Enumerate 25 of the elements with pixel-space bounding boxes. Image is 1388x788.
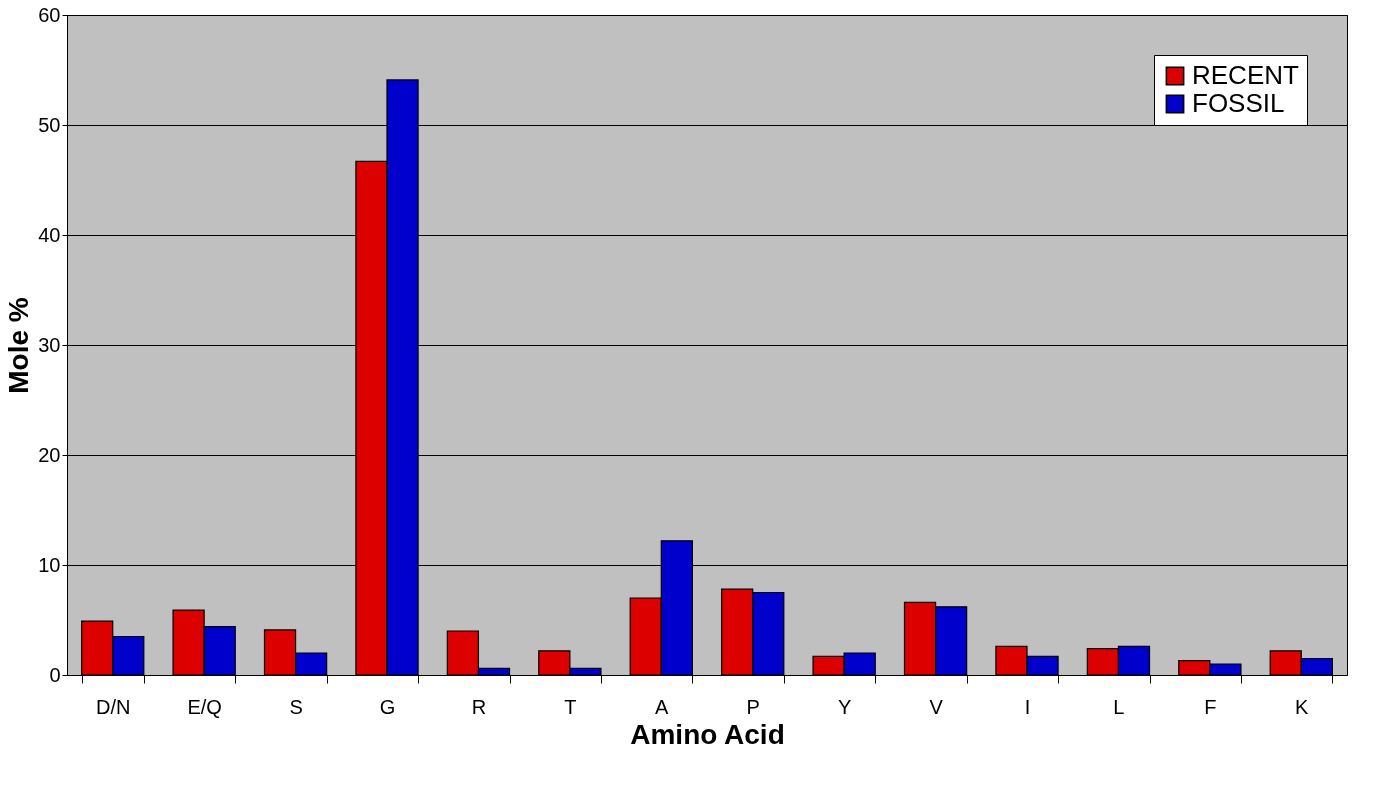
x-tick-label: R: [471, 695, 487, 718]
x-tick-label: E/Q: [187, 695, 222, 718]
x-tick-label: K: [1295, 695, 1310, 718]
x-tick-label: P: [746, 695, 760, 718]
y-tick-label: 10: [38, 553, 61, 576]
y-axis-title: Mole %: [3, 297, 35, 394]
x-tick-label: V: [929, 695, 944, 718]
y-tick-label: 0: [49, 663, 61, 686]
y-tick-label: 40: [38, 223, 61, 246]
legend-label: FOSSIL: [1192, 88, 1285, 118]
x-tick-label: A: [655, 695, 670, 718]
y-tick-label: 30: [38, 333, 61, 356]
x-tick-label: F: [1204, 695, 1217, 718]
x-tick-label: G: [379, 695, 396, 718]
x-tick-label: Y: [837, 695, 852, 718]
x-tick-label: I: [1024, 695, 1031, 718]
legend-label: RECENT: [1192, 60, 1300, 90]
y-tick-label: 50: [38, 113, 61, 136]
x-tick-label: S: [289, 695, 303, 718]
x-tick-label: T: [564, 695, 577, 718]
x-tick-label: D/N: [95, 695, 131, 718]
x-tick-label: L: [1113, 695, 1125, 718]
x-axis-title: Amino Acid: [630, 718, 785, 750]
y-tick-label: 20: [38, 443, 61, 466]
y-tick-label: 60: [38, 3, 61, 26]
